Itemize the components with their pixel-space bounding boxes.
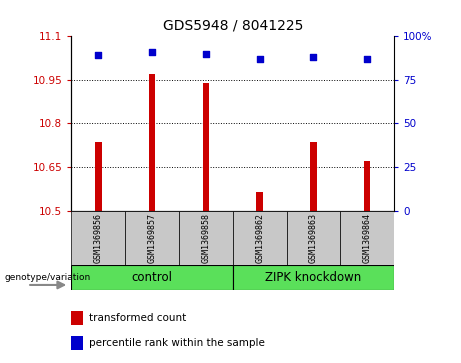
- Text: GSM1369858: GSM1369858: [201, 213, 210, 263]
- Bar: [256, 192, 263, 211]
- Text: GSM1369862: GSM1369862: [255, 213, 264, 263]
- Bar: [340, 211, 394, 265]
- Bar: [364, 161, 371, 211]
- Text: GSM1369856: GSM1369856: [94, 213, 103, 263]
- Point: [364, 56, 371, 62]
- Bar: [95, 142, 101, 211]
- Bar: [310, 142, 317, 211]
- Bar: [71, 211, 125, 265]
- Point: [95, 53, 102, 58]
- Text: GSM1369863: GSM1369863: [309, 213, 318, 263]
- Point: [256, 56, 263, 62]
- Point: [148, 49, 156, 55]
- Bar: [233, 211, 287, 265]
- Point: [310, 54, 317, 60]
- Title: GDS5948 / 8041225: GDS5948 / 8041225: [163, 19, 303, 32]
- Point: [202, 51, 210, 57]
- Text: transformed count: transformed count: [89, 313, 186, 323]
- Text: ZIPK knockdown: ZIPK knockdown: [266, 271, 361, 284]
- Bar: [203, 83, 209, 211]
- Text: GSM1369864: GSM1369864: [363, 213, 372, 263]
- Bar: [287, 211, 340, 265]
- Bar: [125, 211, 179, 265]
- Bar: [71, 336, 83, 350]
- Bar: [233, 265, 394, 290]
- Text: genotype/variation: genotype/variation: [5, 273, 91, 282]
- Bar: [179, 211, 233, 265]
- Text: control: control: [132, 271, 172, 284]
- Text: percentile rank within the sample: percentile rank within the sample: [89, 338, 265, 348]
- Bar: [149, 74, 155, 211]
- Bar: [71, 265, 233, 290]
- Text: GSM1369857: GSM1369857: [148, 213, 157, 263]
- Bar: [71, 311, 83, 325]
